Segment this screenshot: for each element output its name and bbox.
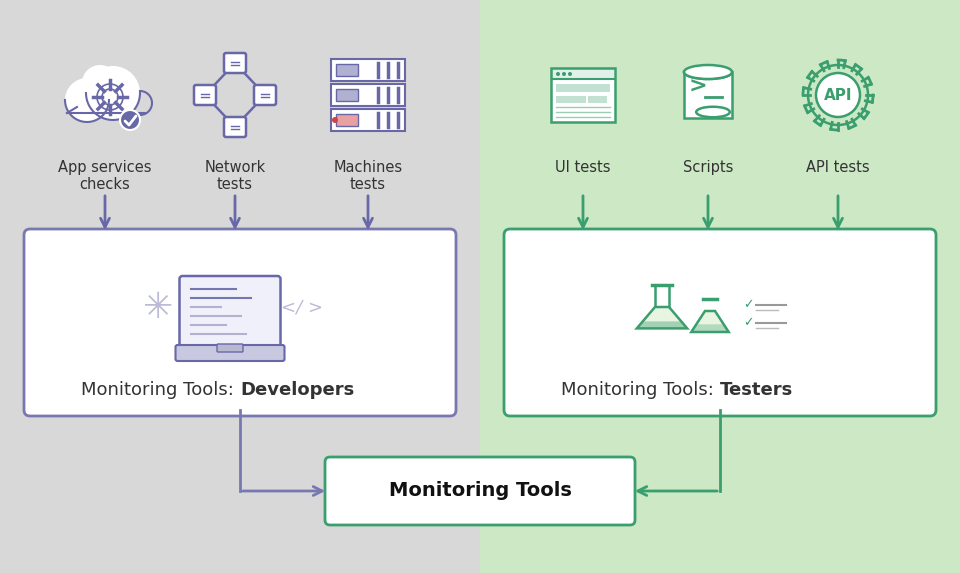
FancyBboxPatch shape	[180, 276, 280, 350]
FancyBboxPatch shape	[254, 85, 276, 105]
Circle shape	[568, 72, 572, 76]
Circle shape	[556, 72, 560, 76]
FancyBboxPatch shape	[224, 53, 246, 73]
Text: </ >: </ >	[281, 299, 324, 317]
Text: UI tests: UI tests	[555, 160, 611, 175]
Polygon shape	[691, 324, 729, 332]
Polygon shape	[636, 321, 687, 328]
FancyBboxPatch shape	[684, 72, 732, 118]
Circle shape	[120, 110, 140, 130]
Text: Network
tests: Network tests	[204, 160, 266, 193]
Text: Monitoring Tools: Monitoring Tools	[389, 481, 571, 500]
Circle shape	[332, 117, 338, 123]
Text: Testers: Testers	[720, 381, 793, 399]
FancyBboxPatch shape	[325, 457, 635, 525]
Text: API tests: API tests	[806, 160, 870, 175]
Circle shape	[65, 78, 109, 122]
Text: ✓: ✓	[743, 316, 754, 329]
FancyBboxPatch shape	[24, 229, 456, 416]
Text: Scripts: Scripts	[683, 160, 733, 175]
Ellipse shape	[684, 65, 732, 79]
Text: ✓: ✓	[743, 299, 754, 312]
Text: Developers: Developers	[240, 381, 354, 399]
Circle shape	[816, 73, 860, 117]
FancyBboxPatch shape	[194, 85, 216, 105]
FancyBboxPatch shape	[331, 109, 405, 131]
Polygon shape	[636, 307, 687, 328]
FancyBboxPatch shape	[176, 345, 284, 361]
FancyBboxPatch shape	[336, 89, 358, 101]
Bar	[480, 0, 960, 573]
Bar	[556, 84, 610, 92]
Text: >: >	[688, 77, 708, 97]
Text: App services
checks: App services checks	[59, 160, 152, 193]
Text: Machines
tests: Machines tests	[333, 160, 402, 193]
Bar	[588, 96, 608, 103]
Bar	[655, 285, 669, 307]
FancyBboxPatch shape	[504, 229, 936, 416]
Text: Monitoring Tools:: Monitoring Tools:	[562, 381, 720, 399]
FancyBboxPatch shape	[224, 117, 246, 137]
Text: API: API	[824, 88, 852, 103]
Circle shape	[562, 72, 566, 76]
FancyBboxPatch shape	[336, 114, 358, 126]
Polygon shape	[691, 311, 729, 332]
FancyBboxPatch shape	[331, 59, 405, 81]
Text: ✳: ✳	[143, 291, 173, 325]
Circle shape	[82, 65, 118, 101]
Bar	[552, 69, 614, 79]
Ellipse shape	[696, 107, 730, 117]
FancyBboxPatch shape	[336, 64, 358, 76]
Text: Monitoring Tools:: Monitoring Tools:	[82, 381, 240, 399]
FancyBboxPatch shape	[331, 84, 405, 106]
Bar	[0, 0, 480, 573]
FancyBboxPatch shape	[217, 344, 243, 352]
Circle shape	[86, 66, 140, 120]
FancyBboxPatch shape	[551, 68, 615, 122]
Bar	[67, 95, 132, 113]
Bar	[556, 96, 586, 103]
